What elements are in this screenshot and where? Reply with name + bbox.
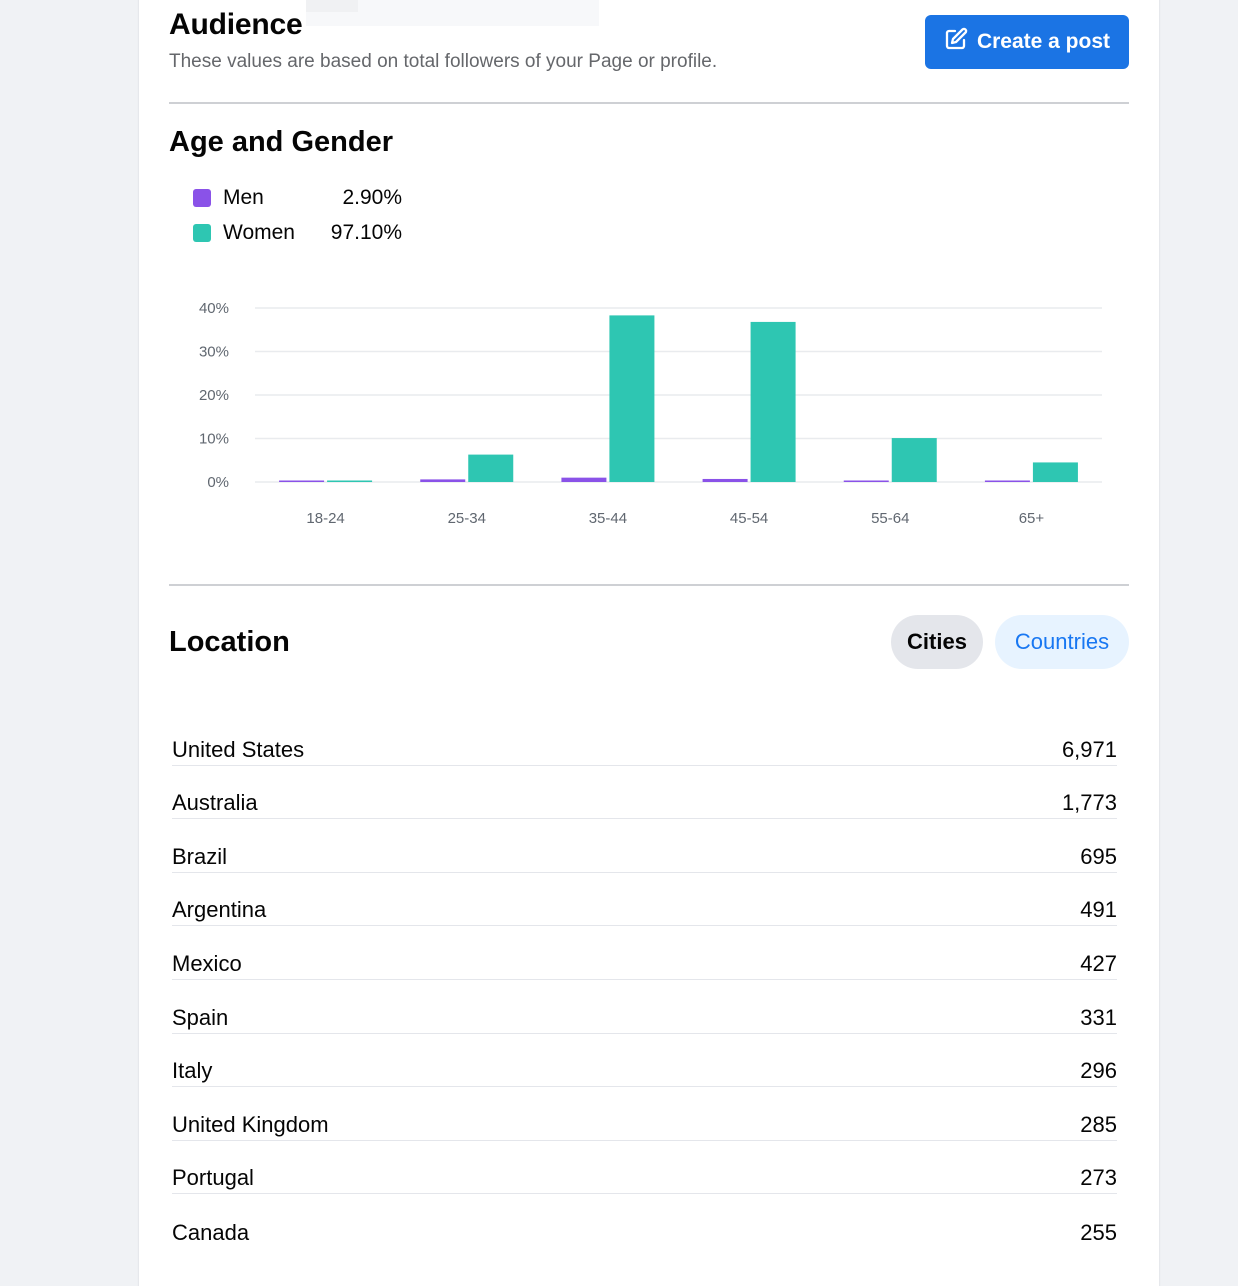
y-tick-label: 40% [199, 300, 229, 317]
legend-women-label: Women [223, 221, 295, 244]
location-row: United States 6,971 [172, 712, 1117, 766]
bar-men-35-44[interactable] [561, 477, 607, 482]
country-name: Italy [172, 1058, 213, 1084]
bar-men-45-54[interactable] [702, 478, 748, 482]
location-list: United States 6,971 Australia 1,773 Brazil 69… [172, 712, 1117, 1248]
location-row: United Kingdom 285 [172, 1087, 1117, 1141]
country-count: 331 [1080, 1004, 1117, 1030]
country-name: Canada [172, 1219, 250, 1245]
country-name: Portugal [172, 1165, 254, 1191]
country-name: Mexico [172, 950, 242, 976]
bar-men-18-24[interactable] [279, 480, 325, 483]
country-count: 255 [1080, 1219, 1117, 1245]
country-count: 695 [1080, 843, 1117, 869]
bar-women-55-64[interactable] [891, 438, 937, 482]
y-tick-label: 0% [207, 474, 229, 491]
tab-countries[interactable]: Countries [995, 615, 1129, 669]
x-tick-label: 18-24 [306, 510, 344, 527]
x-tick-label: 35-44 [589, 510, 627, 527]
legend-women-value: 97.10% [330, 221, 402, 244]
legend-women: Women 97.10% [193, 220, 413, 246]
bar-men-25-34[interactable] [420, 479, 466, 482]
placeholder-bar [306, 0, 599, 26]
y-tick-label: 20% [199, 387, 229, 404]
legend-men-value: 2.90% [342, 186, 402, 209]
age-gender-title: Age and Gender [169, 126, 393, 158]
age-gender-chart: 0% 10% 20% 30% 40% 18-24 25-34 35-44 45-54 55-64 6… [199, 300, 1102, 527]
create-post-label: Create a post [976, 30, 1111, 53]
location-row: Portugal 273 [172, 1141, 1117, 1195]
bar-women-18-24[interactable] [327, 480, 373, 483]
divider [169, 584, 1129, 586]
country-name: Spain [172, 1004, 229, 1030]
location-row: Canada 255 [172, 1194, 1117, 1248]
location-row: Spain 331 [172, 980, 1117, 1034]
legend-men: Men 2.90% [193, 185, 413, 211]
location-row: Italy 296 [172, 1034, 1117, 1088]
location-title: Location [169, 626, 290, 658]
legend-men-label: Men [223, 186, 264, 209]
y-tick-label: 30% [199, 344, 229, 361]
men-swatch [193, 189, 211, 207]
audience-card [139, 0, 1159, 1286]
country-name: Argentina [172, 897, 267, 923]
country-name: United States [172, 736, 305, 762]
page-title: Audience [169, 8, 303, 41]
country-count: 427 [1080, 950, 1117, 976]
country-count: 1,773 [1061, 790, 1117, 816]
location-row: Mexico 427 [172, 926, 1117, 980]
country-count: 491 [1080, 897, 1117, 923]
bar-men-55-64[interactable] [843, 480, 889, 483]
tab-cities[interactable]: Cities [891, 615, 983, 669]
country-count: 6,971 [1061, 736, 1117, 762]
bar-women-45-54[interactable] [750, 321, 796, 482]
location-row: Australia 1,773 [172, 766, 1117, 820]
location-row: Argentina 491 [172, 873, 1117, 927]
bar-men-65+[interactable] [984, 480, 1030, 483]
country-name: Australia [172, 790, 258, 816]
country-name: United Kingdom [172, 1111, 329, 1137]
y-tick-label: 10% [199, 431, 229, 448]
x-tick-label: 55-64 [871, 510, 909, 527]
country-count: 285 [1080, 1111, 1117, 1137]
x-tick-label: 25-34 [448, 510, 486, 527]
location-row: Brazil 695 [172, 819, 1117, 873]
create-post-button[interactable]: Create a post [925, 15, 1129, 69]
country-count: 296 [1080, 1058, 1117, 1084]
page-subtitle: These values are based on total follower… [169, 51, 718, 72]
bar-women-35-44[interactable] [609, 315, 655, 482]
country-name: Brazil [172, 843, 228, 869]
women-swatch [193, 224, 211, 242]
bar-women-25-34[interactable] [468, 454, 514, 482]
bar-women-65+[interactable] [1032, 462, 1078, 482]
x-tick-label: 45-54 [730, 510, 768, 527]
country-count: 273 [1080, 1165, 1117, 1191]
x-tick-label: 65+ [1019, 510, 1045, 527]
edit-icon [944, 27, 968, 57]
divider [169, 102, 1129, 104]
